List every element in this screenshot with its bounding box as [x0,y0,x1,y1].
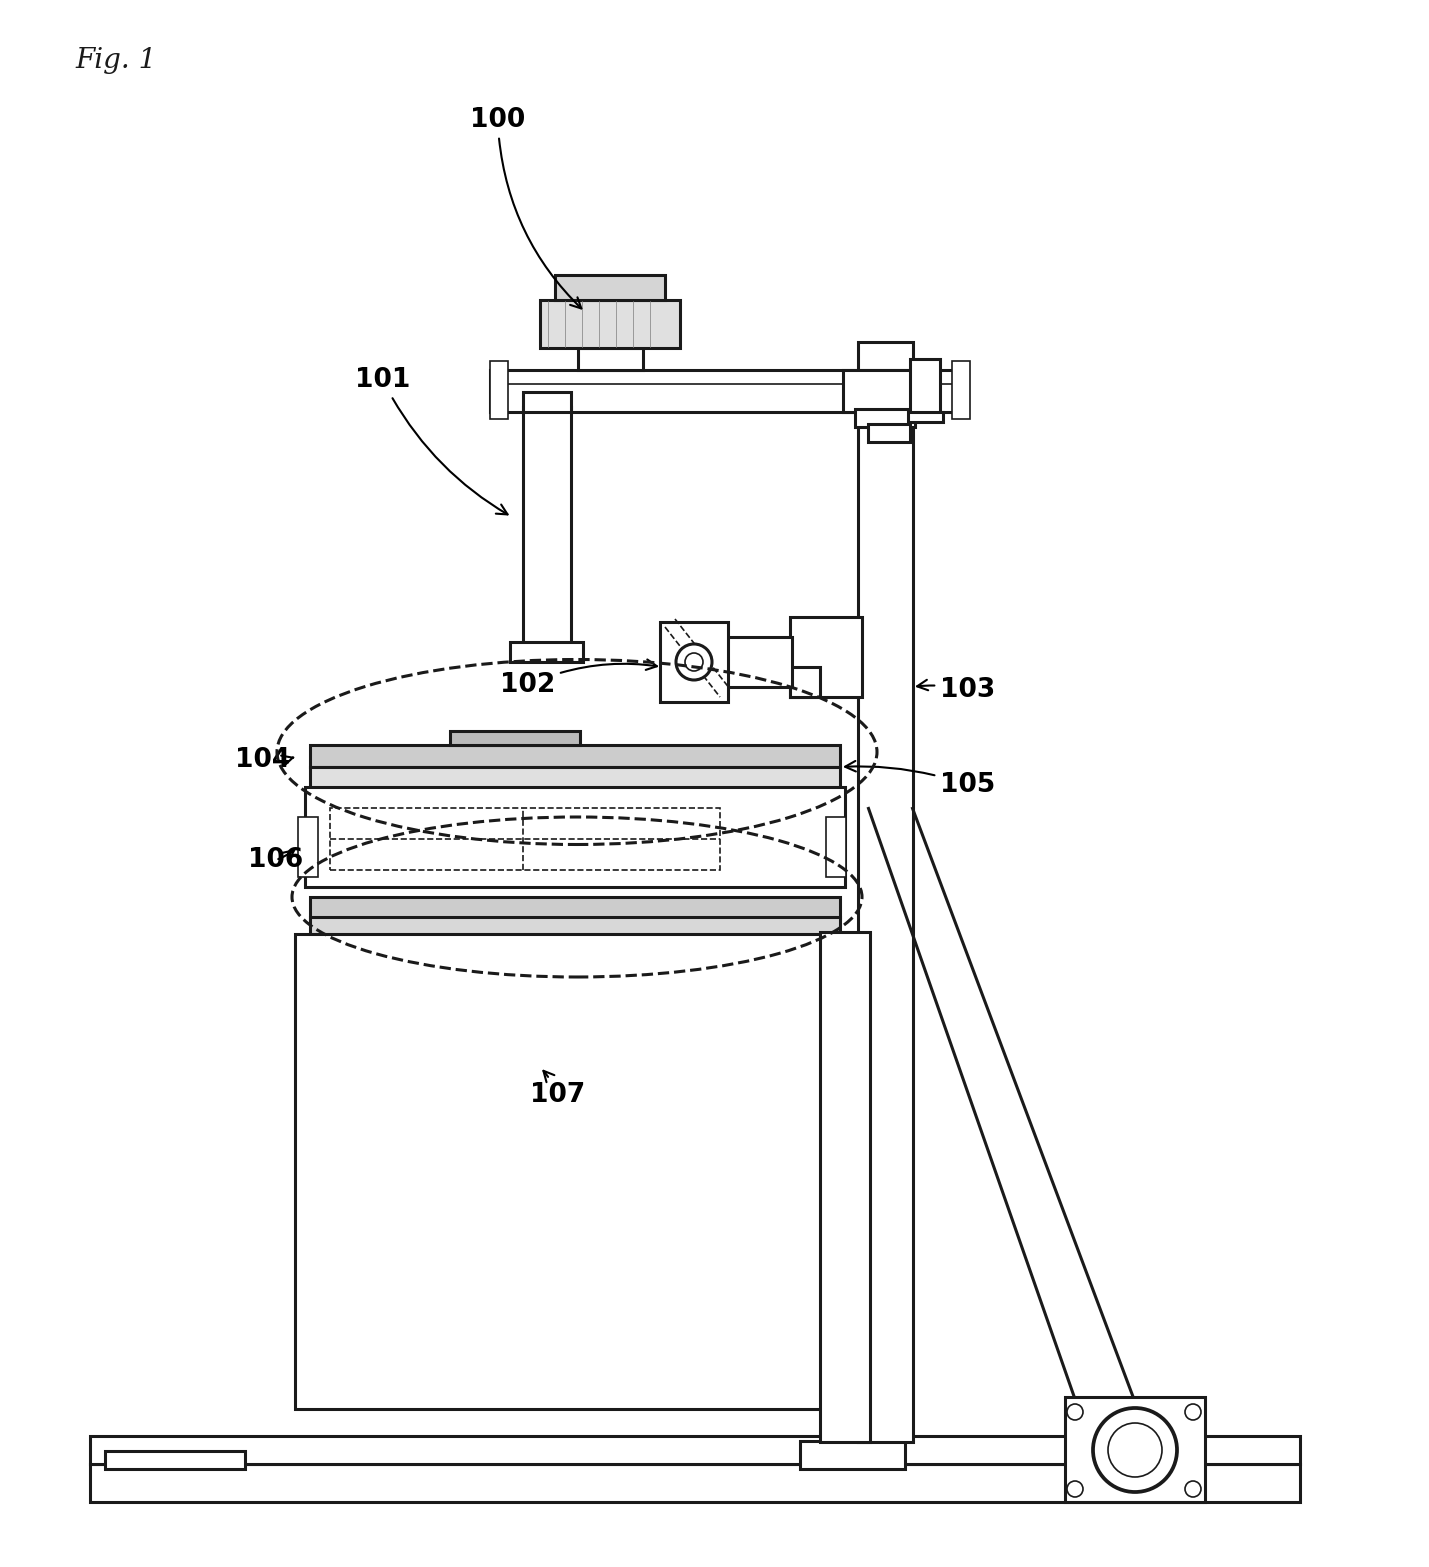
Bar [90,1464,1300,1503]
Text: 100: 100 [470,107,582,309]
Bar [855,409,915,426]
Bar [826,816,846,878]
Text: 107: 107 [530,1070,586,1108]
Bar [104,1451,244,1468]
Text: 105: 105 [845,762,995,798]
Bar [820,932,870,1442]
Bar [843,370,917,412]
Bar [540,299,680,348]
Bar [490,360,507,418]
Bar [523,407,572,657]
Bar [554,274,664,299]
Bar [720,638,792,686]
Circle shape [1185,1404,1200,1420]
Text: Fig. 1: Fig. 1 [74,47,156,74]
Bar [577,348,643,370]
Bar [790,668,820,697]
Text: 102: 102 [500,660,657,697]
Bar [450,730,580,744]
Bar [1065,1398,1205,1503]
Bar [907,412,943,422]
Bar [310,766,840,790]
Circle shape [684,653,703,671]
Circle shape [1185,1481,1200,1496]
Bar [952,360,970,418]
Bar [790,617,862,697]
Bar [857,342,913,1442]
Text: 103: 103 [917,677,995,704]
Bar [523,392,572,412]
Bar [490,370,965,412]
Bar [867,425,910,442]
Bar [299,816,319,878]
Bar [330,809,720,870]
Bar [90,1435,1300,1464]
Circle shape [676,644,712,680]
Text: 104: 104 [234,747,293,773]
Text: 101: 101 [354,367,507,514]
Text: 106: 106 [249,848,303,873]
Circle shape [1067,1404,1083,1420]
Bar [310,917,840,942]
Bar [800,1442,905,1468]
Bar [294,934,825,1409]
Circle shape [1107,1423,1162,1478]
Circle shape [1067,1481,1083,1496]
Bar [660,622,727,702]
Circle shape [1093,1409,1177,1492]
Bar [510,642,583,661]
Bar [304,787,845,887]
Bar [310,896,840,918]
Bar [310,744,840,766]
Bar [910,359,940,418]
